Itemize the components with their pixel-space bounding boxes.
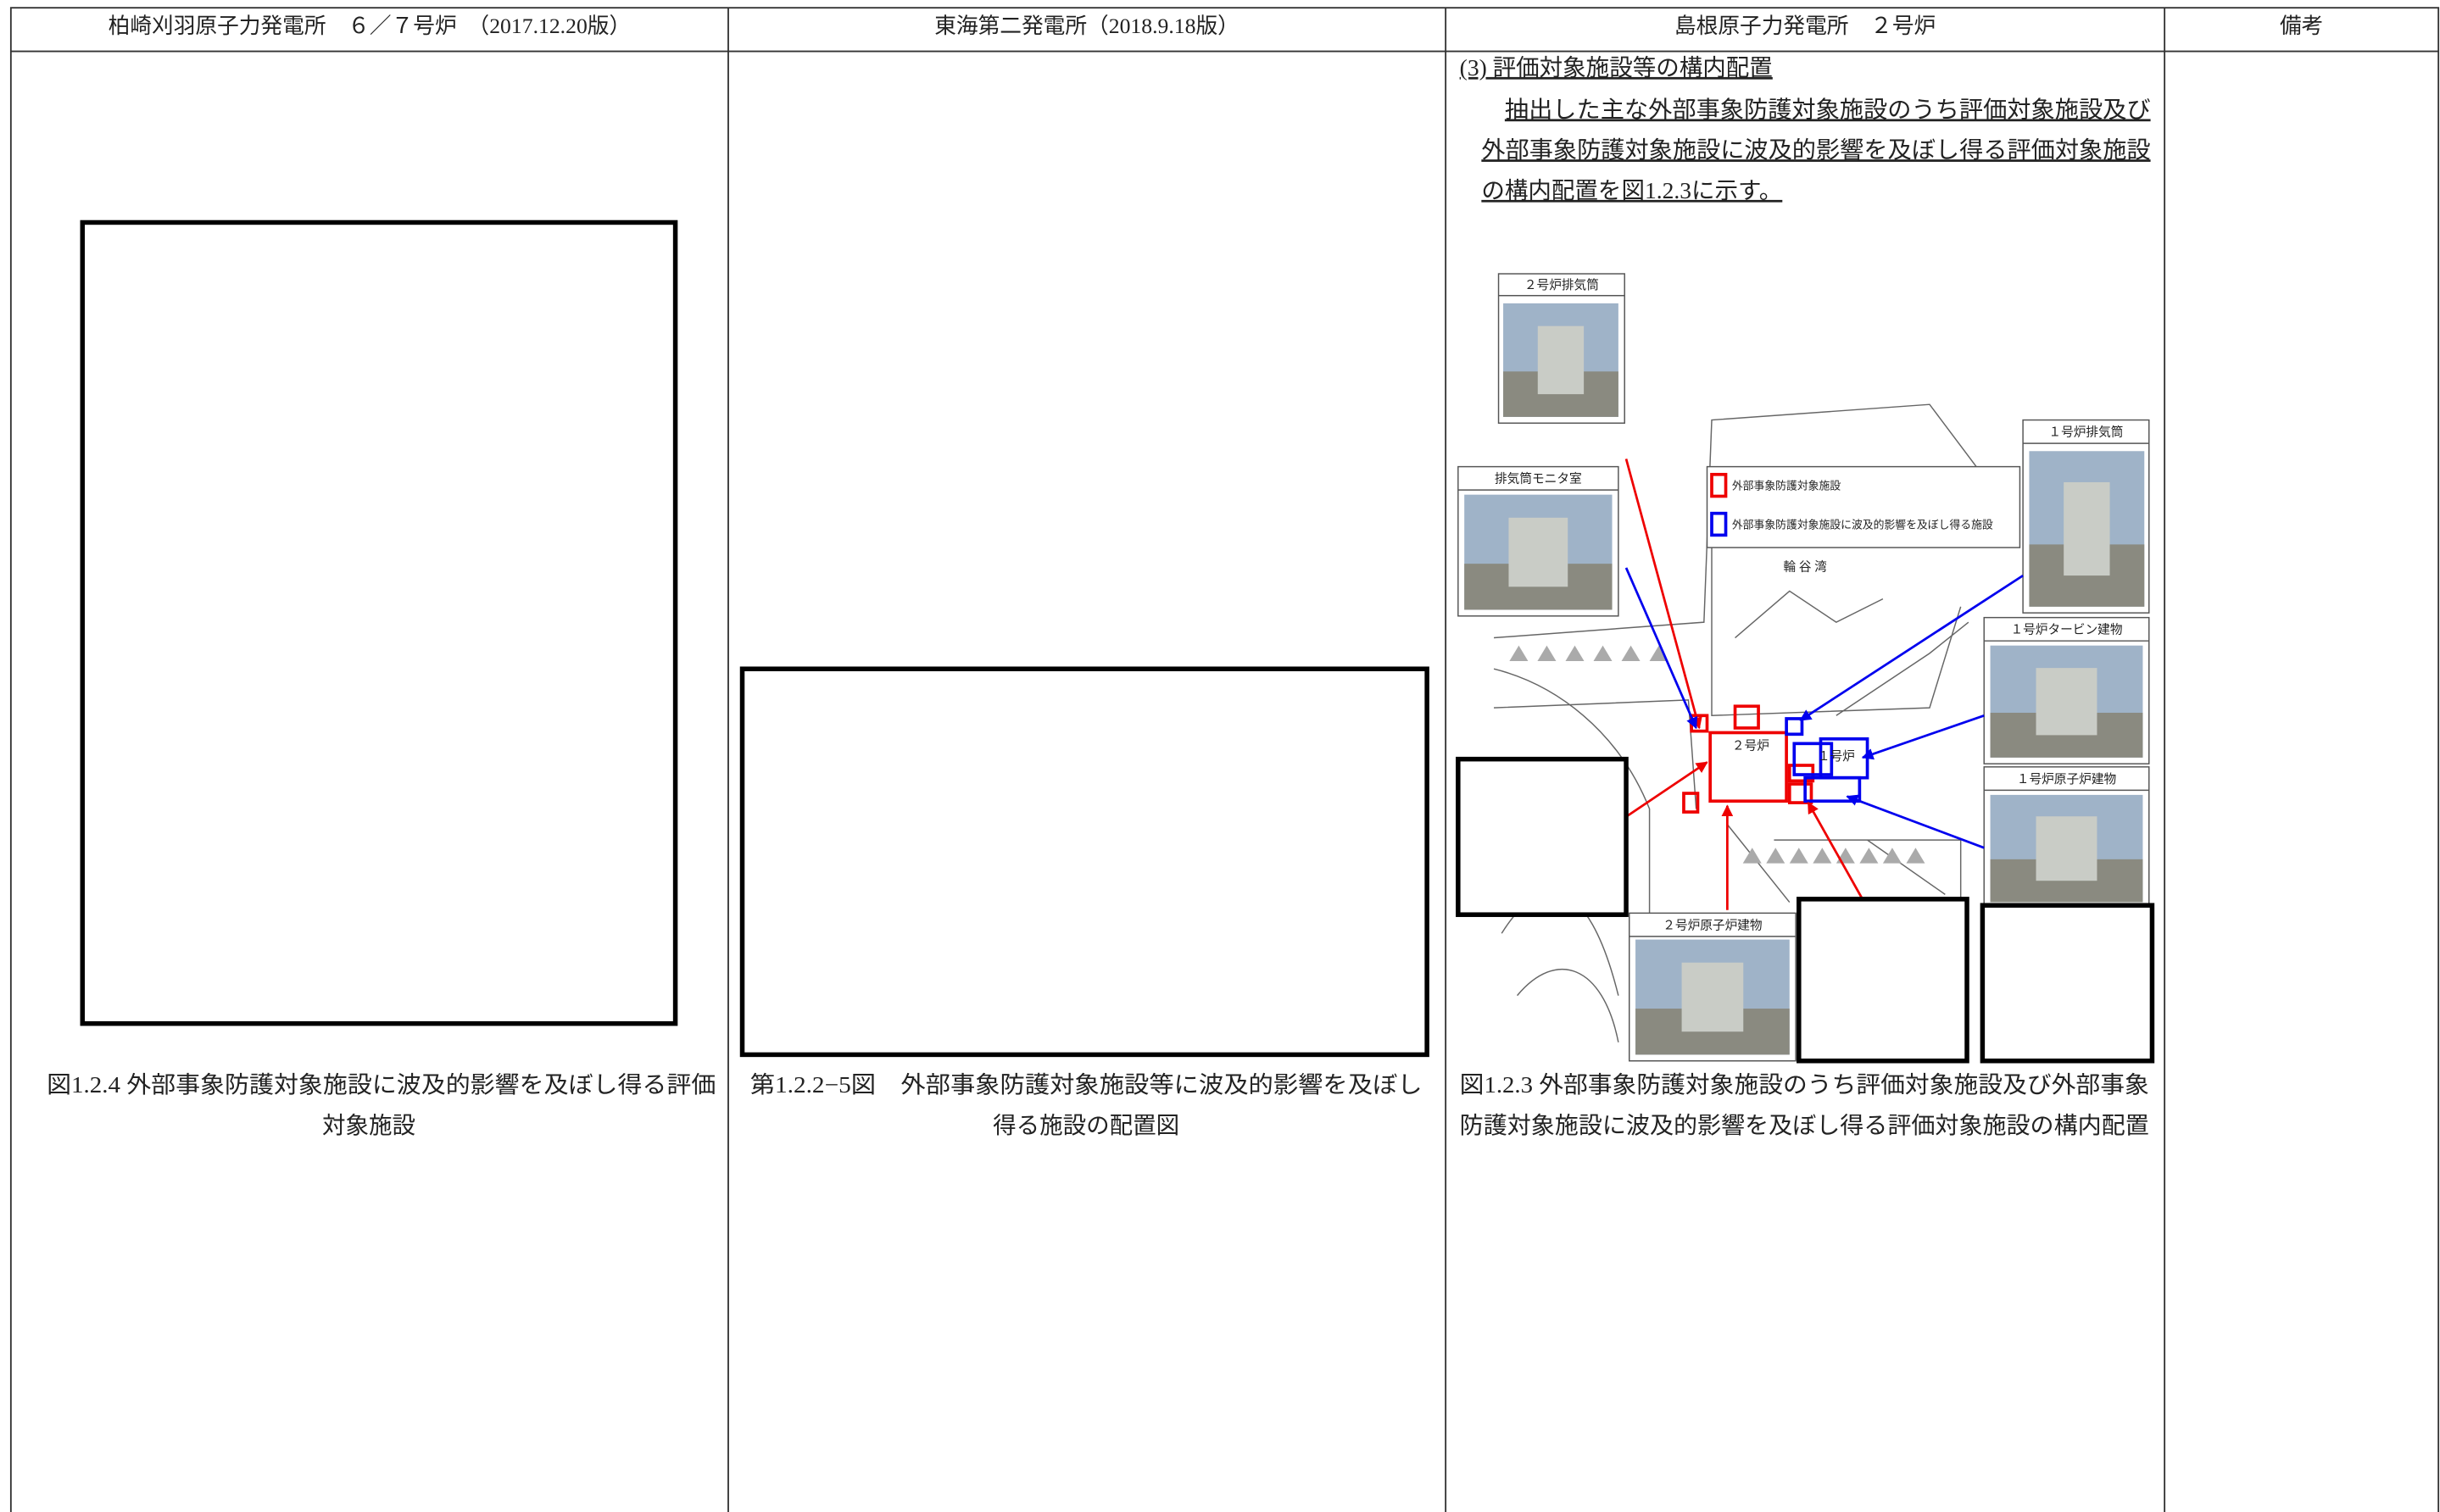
paragraph-line: 抽出した主な外部事象防護対象施設のうち評価対象施設及び bbox=[1505, 96, 2151, 122]
legend-swatch bbox=[1710, 511, 1728, 537]
legend-label: 外部事象防護対象施設 bbox=[1732, 479, 1841, 492]
photo-label: ２号炉原子炉建物 bbox=[1663, 918, 1762, 932]
masked-area bbox=[1456, 756, 1629, 917]
map-hatch bbox=[1882, 848, 1902, 864]
map-line bbox=[1867, 839, 1946, 895]
header-cell: 備考 bbox=[2280, 14, 2323, 38]
protected-facility bbox=[1733, 704, 1760, 730]
protected-facility bbox=[1787, 764, 1815, 783]
callout-arrow bbox=[1624, 459, 1702, 730]
affecting-facility bbox=[1785, 717, 1804, 737]
figure-caption: 対象施設 bbox=[322, 1112, 415, 1138]
callout-arrow bbox=[1799, 574, 2024, 721]
photo-label: ２号炉排気筒 bbox=[1524, 278, 1599, 292]
protected-facility bbox=[1787, 782, 1813, 804]
callout-arrow bbox=[1625, 761, 1708, 818]
figure-placeholder bbox=[80, 220, 678, 1026]
figure-placeholder bbox=[739, 666, 1429, 1058]
figure-caption: 第1.2.2−5図 外部事象防護対象施設等に波及的影響を及ぼし bbox=[750, 1071, 1423, 1098]
masked-area bbox=[1980, 903, 2155, 1064]
affecting-facility bbox=[1792, 742, 1834, 776]
callout-arrow bbox=[1624, 567, 1697, 730]
photo-label: １号炉原子炉建物 bbox=[2017, 772, 2116, 787]
figure-caption: 得る施設の配置図 bbox=[993, 1112, 1179, 1138]
map-hatch bbox=[1509, 645, 1529, 662]
affecting-facility bbox=[1803, 775, 1862, 803]
map-line bbox=[1493, 668, 1651, 934]
map-hatch bbox=[1565, 645, 1585, 662]
header-cell: 柏崎刈羽原子力発電所 ６／７号炉 （2017.12.20版） bbox=[109, 14, 632, 38]
photo-label: １号炉排気筒 bbox=[2048, 425, 2123, 440]
map-line bbox=[1517, 969, 1619, 1042]
figure-caption: 防護対象施設に波及的影響を及ぼし得る評価対象施設の構内配置 bbox=[1460, 1112, 2149, 1138]
paragraph-line: の構内配置を図1.2.3に示す。 bbox=[1481, 177, 1782, 203]
protected-facility bbox=[1708, 731, 1788, 803]
photo-label: １号炉タービン建物 bbox=[2010, 623, 2122, 637]
callout-arrow bbox=[1807, 801, 1866, 903]
map-hatch bbox=[1813, 848, 1832, 864]
photo-label: 排気筒モニタ室 bbox=[1495, 472, 1582, 486]
paragraph-line: 外部事象防護対象施設に波及的影響を及ぼし得る評価対象施設 bbox=[1481, 136, 2150, 163]
photo-building bbox=[1508, 517, 1568, 587]
map-line bbox=[1735, 590, 1884, 639]
map-hatch bbox=[1742, 848, 1762, 864]
map-hatch bbox=[1789, 848, 1808, 864]
legend-box bbox=[1706, 465, 2021, 548]
table-border bbox=[9, 7, 2440, 1512]
photo-building bbox=[1681, 962, 1744, 1032]
figure-caption: 図1.2.3 外部事象防護対象施設のうち評価対象施設及び外部事象 bbox=[1460, 1071, 2149, 1098]
figure-caption: 図1.2.4 外部事象防護対象施設に波及的影響を及ぼし得る評価 bbox=[47, 1071, 716, 1098]
bay-label: 輪 谷 湾 bbox=[1783, 559, 1827, 574]
callout-arrow bbox=[1861, 714, 1985, 760]
legend-label: 外部事象防護対象施設に波及的影響を及ぼし得る施設 bbox=[1732, 518, 1993, 531]
legend-swatch bbox=[1710, 472, 1728, 498]
map-hatch bbox=[1906, 848, 1925, 864]
section-heading: (3) 評価対象施設等の構内配置 bbox=[1460, 54, 1773, 81]
map-line bbox=[1493, 403, 1977, 639]
map-hatch bbox=[1621, 645, 1641, 662]
map-line bbox=[1836, 621, 1969, 716]
map-hatch bbox=[1593, 645, 1613, 662]
map-hatch bbox=[1649, 645, 1668, 662]
header-cell: 東海第二発電所（2018.9.18版） bbox=[934, 14, 1239, 38]
unit-label: １号炉 bbox=[1818, 749, 1855, 764]
protected-facility bbox=[1682, 792, 1700, 814]
callout-arrow bbox=[1846, 794, 1985, 849]
photo-building bbox=[2064, 481, 2110, 576]
unit-label: ２号炉 bbox=[1732, 738, 1769, 753]
photo-building bbox=[2036, 816, 2097, 881]
map-line bbox=[1711, 466, 1962, 717]
header-cell: 島根原子力発電所 ２号炉 bbox=[1674, 14, 1936, 38]
map-hatch bbox=[1537, 645, 1557, 662]
map-hatch bbox=[1766, 848, 1785, 864]
photo-building bbox=[2036, 668, 2097, 736]
map-hatch bbox=[1859, 848, 1879, 864]
photo-building bbox=[1537, 325, 1585, 395]
masked-area bbox=[1797, 897, 1969, 1064]
